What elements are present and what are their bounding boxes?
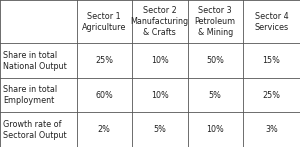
Text: Sector 2
Manufacturing
& Crafts: Sector 2 Manufacturing & Crafts [131,6,189,37]
Text: 5%: 5% [153,125,166,134]
Text: 3%: 3% [265,125,278,134]
Text: 10%: 10% [206,125,224,134]
Text: 5%: 5% [209,91,222,100]
Text: Sector 4
Services: Sector 4 Services [254,12,289,32]
Text: Share in total
Employment: Share in total Employment [3,85,57,105]
Text: Share in total
National Output: Share in total National Output [3,51,67,71]
Text: 25%: 25% [262,91,280,100]
Text: 2%: 2% [98,125,111,134]
Text: 10%: 10% [151,56,169,65]
Text: 15%: 15% [262,56,280,65]
Text: 50%: 50% [206,56,224,65]
Text: Growth rate of
Sectoral Output: Growth rate of Sectoral Output [3,120,67,140]
Text: 60%: 60% [95,91,113,100]
Text: Sector 3
Petroleum
& Mining: Sector 3 Petroleum & Mining [195,6,236,37]
Text: 10%: 10% [151,91,169,100]
Text: Sector 1
Agriculture: Sector 1 Agriculture [82,12,126,32]
Text: 25%: 25% [95,56,113,65]
